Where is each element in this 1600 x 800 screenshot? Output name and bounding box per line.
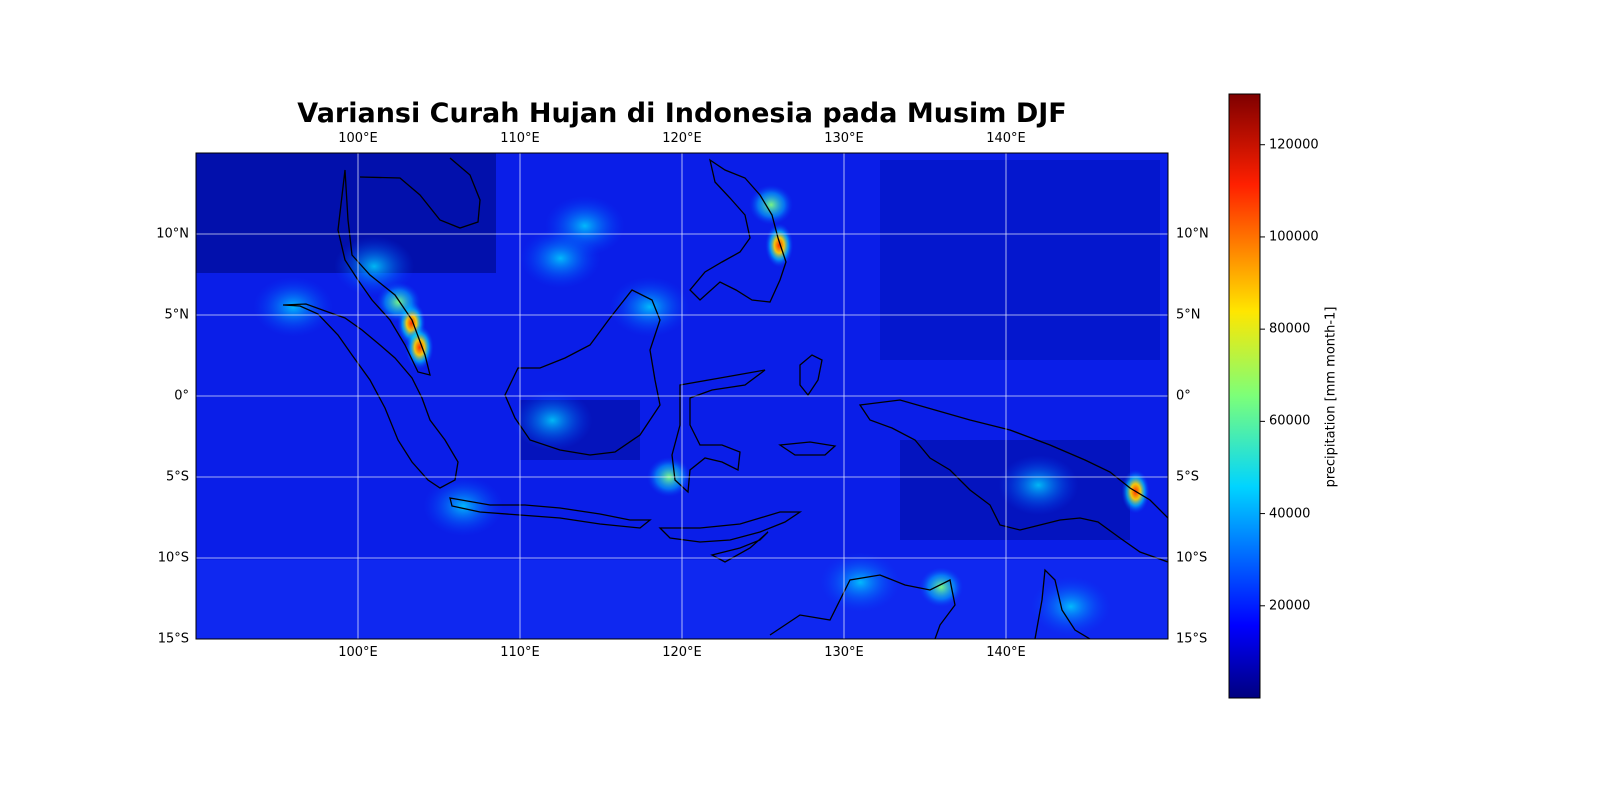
precip-hotspot — [820, 552, 901, 613]
precip-hotspot — [520, 228, 601, 289]
colorbar-ticks — [1260, 144, 1265, 607]
lon-tick-bottom-140: 140°E — [986, 645, 1026, 660]
coastline-halmahera — [799, 354, 823, 397]
lat-tick-left-10s: 10°S — [157, 550, 189, 566]
coastline-sulawesi — [671, 369, 766, 494]
lon-tick-bottom-120: 120°E — [662, 645, 702, 660]
colorbar — [1228, 93, 1261, 699]
coastline-timor — [710, 531, 769, 563]
lat-tick-left-10n: 10°N — [156, 226, 189, 242]
lat-tick-left-15s: 15°S — [157, 631, 189, 647]
precip-hotspot — [405, 325, 434, 370]
precip-hotspot — [1030, 576, 1111, 637]
coastline-borneo — [504, 289, 661, 456]
colorbar-tick-label: 100000 — [1269, 229, 1319, 245]
map-frame — [195, 152, 1169, 640]
lat-tick-right-10s: 10°S — [1176, 550, 1208, 566]
lon-tick-top-130: 130°E — [824, 131, 864, 146]
coastline-java — [449, 497, 652, 529]
precip-hotspot — [512, 390, 593, 451]
map-title: Variansi Curah Hujan di Indonesia pada M… — [297, 98, 1067, 129]
precip-hotspot — [609, 276, 690, 337]
precip-hotspot — [423, 476, 504, 537]
coastline-malay-peninsula — [337, 169, 431, 376]
coastline-indochina — [359, 157, 481, 229]
coastlines — [282, 157, 1168, 639]
precip-hotspot — [334, 236, 415, 297]
precip-hotspot — [765, 223, 794, 268]
coastline-philippines — [689, 158, 787, 303]
coastline-australia — [769, 568, 1091, 639]
coastline-lesser-sunda — [658, 511, 803, 543]
lon-tick-top-100: 100°E — [338, 131, 378, 146]
lon-tick-top-110: 110°E — [500, 131, 540, 146]
colorbar-tick-label: 40000 — [1269, 506, 1311, 522]
lat-tick-right-15s: 15°S — [1176, 631, 1208, 647]
lat-tick-left-5n: 5°N — [164, 307, 190, 323]
lat-tick-right-10n: 10°N — [1176, 226, 1209, 242]
colorbar-label: precipitation [mm month-1] — [1323, 306, 1339, 488]
lon-tick-bottom-130: 130°E — [824, 645, 864, 660]
colorbar-tick-label: 60000 — [1269, 413, 1311, 429]
coastline-sumatra — [282, 303, 459, 489]
precip-hotspot — [919, 567, 964, 608]
precip-hotspot — [998, 455, 1079, 516]
lon-tick-bottom-100: 100°E — [338, 645, 378, 660]
lat-tick-right-5s: 5°S — [1176, 469, 1200, 485]
lat-tick-right-0: 0° — [1176, 388, 1191, 404]
lon-tick-bottom-110: 110°E — [500, 645, 540, 660]
coastline-new-guinea — [858, 399, 1168, 563]
lon-tick-top-140: 140°E — [986, 131, 1026, 146]
lat-tick-left-5s: 5°S — [165, 469, 189, 485]
colorbar-tick-label: 120000 — [1269, 137, 1319, 153]
precip-hotspot — [253, 276, 334, 337]
lat-tick-right-5n: 5°N — [1176, 307, 1201, 323]
colorbar-tick-label: 80000 — [1269, 321, 1311, 337]
coastline-seram — [778, 441, 837, 456]
lat-tick-left-0: 0° — [174, 388, 189, 404]
lon-tick-top-120: 120°E — [662, 131, 702, 146]
colorbar-tick-label: 20000 — [1269, 598, 1311, 614]
gridlines — [196, 153, 1168, 639]
dark-region-pacific — [880, 160, 1160, 360]
